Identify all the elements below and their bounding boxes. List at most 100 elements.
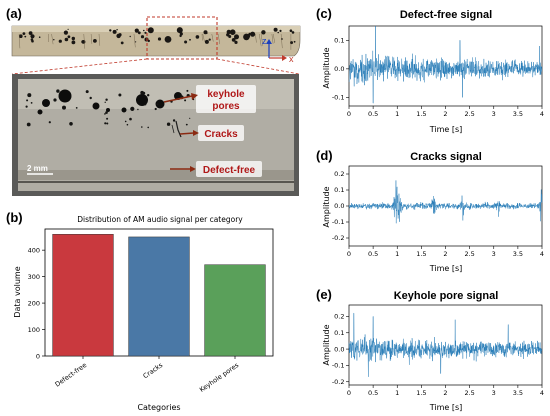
signal-y-tick-label: -0.1 — [332, 94, 345, 102]
small-pore-mark — [105, 111, 108, 114]
keyhole-pore-mark — [106, 108, 110, 112]
coordinate-axes-indicator: z x — [262, 36, 294, 64]
pore-mark — [204, 39, 209, 44]
pore-mark — [273, 27, 278, 32]
keyhole-pore-mark — [92, 102, 100, 110]
panel-label-a: (a) — [6, 6, 22, 21]
signal-e-x-label: Time [s] — [429, 403, 463, 412]
small-pore-mark — [185, 123, 188, 126]
pore-mark — [144, 31, 147, 34]
pore-mark — [137, 31, 141, 35]
signal-c-title: Defect-free signal — [400, 9, 492, 21]
pore-mark — [184, 40, 188, 44]
zoomed-weld-photo: keyhole pores Cracks Defect-free 2 mm — [12, 74, 299, 196]
pore-mark — [67, 28, 69, 30]
pore-mark — [81, 40, 86, 44]
signal-c-y-label: Amplitude — [322, 47, 331, 88]
pore-mark — [291, 31, 295, 34]
pore-mark — [22, 32, 26, 35]
sample-top-layer — [12, 26, 300, 32]
signal-x-tick-label: 3.5 — [513, 389, 523, 397]
zoom-bottom-band — [18, 170, 294, 180]
pore-mark — [143, 29, 145, 32]
pore-mark — [28, 31, 33, 35]
pore-mark — [140, 35, 145, 39]
signal-y-tick-label: 0.1 — [334, 186, 344, 194]
signal-x-tick-label: 2 — [443, 110, 447, 118]
small-pore-mark — [137, 108, 139, 111]
grain-line — [271, 33, 274, 44]
zoom-connector-right — [216, 58, 300, 75]
pore-mark — [67, 35, 71, 39]
bar-y-tick-label: 300 — [28, 273, 40, 281]
signal-d-x-label: Time [s] — [429, 264, 463, 273]
keyhole-pore-mark — [58, 89, 72, 103]
arrow-keyhole-icon — [191, 93, 198, 100]
signal-x-tick-label: 1 — [395, 250, 399, 258]
pore-mark — [157, 37, 162, 41]
small-pore-mark — [105, 98, 108, 101]
grain-line — [202, 33, 205, 42]
panel-label-c: (c) — [316, 6, 332, 21]
annotation-keyhole-pores-line1: keyhole — [207, 89, 245, 100]
signal-x-tick-label: 3.5 — [513, 250, 523, 258]
small-pore-mark — [144, 103, 147, 106]
signal-x-tick-label: 0.5 — [368, 250, 378, 258]
small-pore-mark — [106, 122, 109, 125]
signal-waveform — [348, 312, 543, 377]
signal-x-tick-label: 1 — [395, 389, 399, 397]
pore-mark — [231, 38, 236, 42]
bar-defect-free — [52, 234, 114, 357]
pore-mark — [195, 35, 200, 39]
pore-mark — [277, 31, 280, 34]
bar-y-tick-label: 200 — [28, 299, 40, 307]
small-pore-mark — [189, 117, 191, 119]
small-pore-mark — [56, 89, 60, 93]
signal-e-title: Keyhole pore signal — [394, 290, 499, 302]
signal-y-tick-label: 0.2 — [334, 313, 344, 321]
signal-chart-cracks: Amplitude Time [s] -0.2 -0.1 0.0 0.1 0.2 0 0.5… — [322, 165, 544, 273]
small-pore-mark — [26, 99, 29, 102]
signal-x-tick-label: 1.5 — [416, 389, 426, 397]
signal-x-tick-label: 2.5 — [464, 389, 474, 397]
bar-y-tick-label: 400 — [28, 246, 40, 254]
signal-x-tick-label: 2 — [443, 250, 447, 258]
pore-mark — [176, 27, 183, 34]
signal-x-tick-label: 3 — [492, 389, 496, 397]
small-pore-mark — [126, 123, 129, 126]
annotation-bg-keyhole — [196, 85, 256, 113]
signal-y-tick-label: -0.1 — [332, 362, 345, 370]
signal-chart-defect-free: Amplitude Time [s] -0.1 0.0 0.1 0 0.5 1 1.5 2 2.… — [322, 25, 544, 134]
signal-x-tick-label: 3 — [492, 250, 496, 258]
bar-x-tick-label: Cracks — [142, 361, 165, 380]
pore-mark — [134, 28, 139, 33]
signal-e-y-label: Amplitude — [322, 324, 331, 365]
small-pore-mark — [184, 99, 187, 102]
pore-mark — [226, 29, 231, 35]
small-pore-mark — [172, 119, 176, 122]
signal-x-tick-label: 3 — [492, 110, 496, 118]
pore-mark — [281, 38, 283, 40]
signal-x-tick-label: 1 — [395, 110, 399, 118]
bar-bars — [52, 234, 266, 357]
grain-line — [217, 33, 220, 45]
small-pore-mark — [62, 105, 66, 110]
bar-y-tick-label: 0 — [36, 352, 40, 360]
pore-mark — [64, 37, 69, 42]
bar-chart-title: Distribution of AM audio signal per cate… — [77, 215, 243, 224]
annotation-defect-free: Defect-free — [203, 165, 256, 176]
signal-x-tick-label: 3.5 — [513, 110, 523, 118]
signal-y-tick-label: 0.0 — [334, 345, 344, 353]
signal-y-tick-label: 0.0 — [334, 65, 344, 73]
bar-keyhole-pores — [204, 264, 266, 357]
pore-mark — [93, 39, 97, 43]
pore-mark — [243, 33, 250, 41]
small-pore-mark — [106, 117, 109, 120]
pore-mark — [135, 41, 137, 43]
signal-x-tick-label: 1.5 — [416, 110, 426, 118]
pore-mark — [109, 29, 112, 32]
pore-mark — [120, 41, 124, 45]
grain-line — [51, 33, 54, 45]
small-pore-mark — [75, 107, 78, 109]
